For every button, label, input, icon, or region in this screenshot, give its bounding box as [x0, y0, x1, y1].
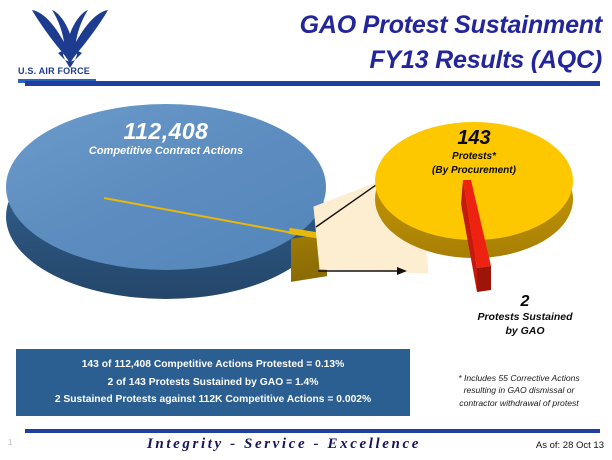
stat-line-3: 2 Sustained Protests against 112K Compet…	[54, 394, 372, 406]
footnote-line-1: * Includes 55 Corrective Actions	[458, 373, 580, 383]
as-of-date: As of: 28 Oct 13	[535, 440, 604, 451]
air-force-logo-text: U.S. AIR FORCE	[18, 66, 90, 76]
air-force-motto: Integrity - Service - Excellence	[147, 436, 421, 452]
page-title: GAO Protest Sustainment FY13 Results (AQ…	[150, 8, 603, 77]
sustained-caption-line-2: by GAO	[505, 325, 545, 338]
footnote-line-2: resulting in GAO dismissal or	[463, 385, 575, 396]
title-line-1: GAO Protest Sustainment	[299, 11, 603, 39]
sustained-protests-caption: Protests Sustained by GAO	[440, 311, 610, 338]
statistics-box: 143 of 112,408 Competitive Actions Prote…	[16, 349, 410, 416]
sustained-protests-value: 2	[520, 293, 530, 310]
blue-pie-top-face	[6, 104, 326, 270]
sustained-caption-line-1: Protests Sustained	[477, 311, 573, 324]
footer-divider	[25, 429, 600, 433]
stat-line-2: 2 of 143 Protests Sustained by GAO = 1.4…	[107, 376, 319, 388]
header-divider	[25, 81, 600, 86]
stat-line-1: 143 of 112,408 Competitive Actions Prote…	[81, 359, 345, 371]
competitive-actions-pie-chart: 112,408 Competitive Contract Actions	[6, 104, 336, 314]
footnote-line-3: contractor withdrawal of protest	[459, 397, 579, 408]
sustained-protests-red-sliver	[455, 180, 525, 315]
title-line-2: FY13 Results (AQC)	[369, 45, 602, 74]
air-force-wings-icon	[22, 6, 118, 84]
sustained-protests-label: 2 Protests Sustained by GAO	[440, 293, 610, 339]
slide-number: 1	[8, 438, 13, 447]
footnote-text: * Includes 55 Corrective Actions resulti…	[428, 372, 610, 409]
